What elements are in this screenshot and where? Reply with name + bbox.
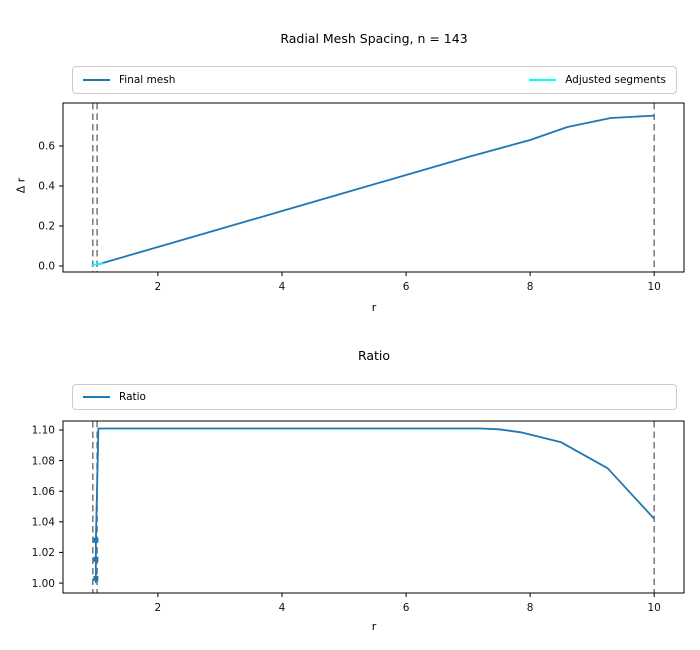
y-tick-label: 0.0 bbox=[38, 261, 55, 273]
x-tick-label: 6 bbox=[403, 281, 410, 293]
y-tick-label: 1.10 bbox=[32, 425, 55, 437]
y-tick-label: 1.00 bbox=[32, 578, 55, 590]
y-tick-label: 1.04 bbox=[32, 517, 56, 529]
plot1-x-axis-label: r bbox=[371, 301, 377, 314]
plot-area-2 bbox=[92, 421, 656, 593]
plot2-title: Ratio bbox=[357, 348, 391, 363]
y-tick-label: 1.06 bbox=[32, 486, 56, 498]
legend-label-adjusted-segments: Adjusted segments bbox=[565, 74, 666, 86]
legend-entry-final-mesh: Final mesh bbox=[83, 74, 175, 86]
series-marker bbox=[93, 537, 99, 543]
x-tick-label: 2 bbox=[155, 281, 162, 293]
y-tick-label: 0.4 bbox=[38, 181, 55, 193]
series-marker bbox=[93, 556, 99, 562]
y-tick-label: 0.6 bbox=[38, 141, 55, 153]
series-line-adjusted-segments bbox=[91, 262, 104, 267]
y-tick-label: 1.08 bbox=[32, 455, 55, 467]
adjusted-segments-line-sample bbox=[529, 79, 557, 81]
legend-entry-adjusted-segments: Adjusted segments bbox=[529, 74, 666, 86]
axes-frame bbox=[62, 420, 685, 594]
x-tick-label: 4 bbox=[279, 602, 286, 614]
final-mesh-line-sample bbox=[83, 79, 110, 81]
axes-frame bbox=[62, 102, 685, 273]
ratio-line-sample bbox=[83, 396, 110, 398]
x-tick-label: 8 bbox=[527, 602, 534, 614]
plot1-legend: Final mesh Adjusted segments bbox=[72, 66, 677, 94]
series-marker bbox=[93, 576, 99, 581]
x-tick-label: 2 bbox=[155, 602, 162, 614]
plot-area-1 bbox=[91, 103, 656, 272]
legend-entry-ratio: Ratio bbox=[83, 391, 146, 403]
series-line-final-mesh bbox=[95, 114, 655, 266]
x-tick-label: 6 bbox=[403, 602, 410, 614]
x-tick-label: 10 bbox=[648, 602, 661, 614]
y-tick-label: 1.02 bbox=[32, 547, 55, 559]
legend-label-final-mesh: Final mesh bbox=[119, 74, 176, 86]
x-tick-label: 4 bbox=[279, 281, 286, 293]
y-tick-label: 0.2 bbox=[38, 221, 55, 233]
plot2-legend: Ratio bbox=[72, 384, 677, 410]
plot2-x-axis-label: r bbox=[371, 620, 377, 633]
x-tick-label: 10 bbox=[648, 281, 661, 293]
plot1-title: Radial Mesh Spacing, n = 143 bbox=[280, 31, 468, 46]
legend-label-ratio: Ratio bbox=[119, 391, 146, 403]
series-line-ratio bbox=[95, 427, 655, 584]
x-tick-label: 8 bbox=[527, 281, 534, 293]
